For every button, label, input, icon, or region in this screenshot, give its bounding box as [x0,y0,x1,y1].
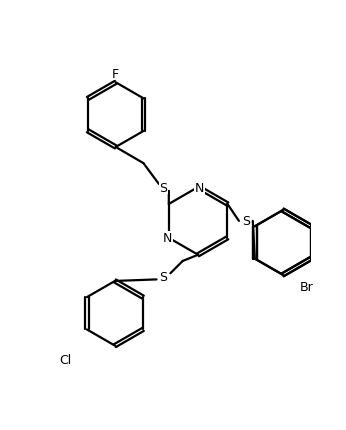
Text: S: S [160,181,167,194]
Text: Br: Br [300,280,313,293]
Text: N: N [195,181,204,194]
Text: S: S [242,215,250,228]
Text: F: F [112,68,119,80]
Text: S: S [160,270,167,283]
Text: Cl: Cl [60,353,72,366]
Text: N: N [163,232,172,245]
